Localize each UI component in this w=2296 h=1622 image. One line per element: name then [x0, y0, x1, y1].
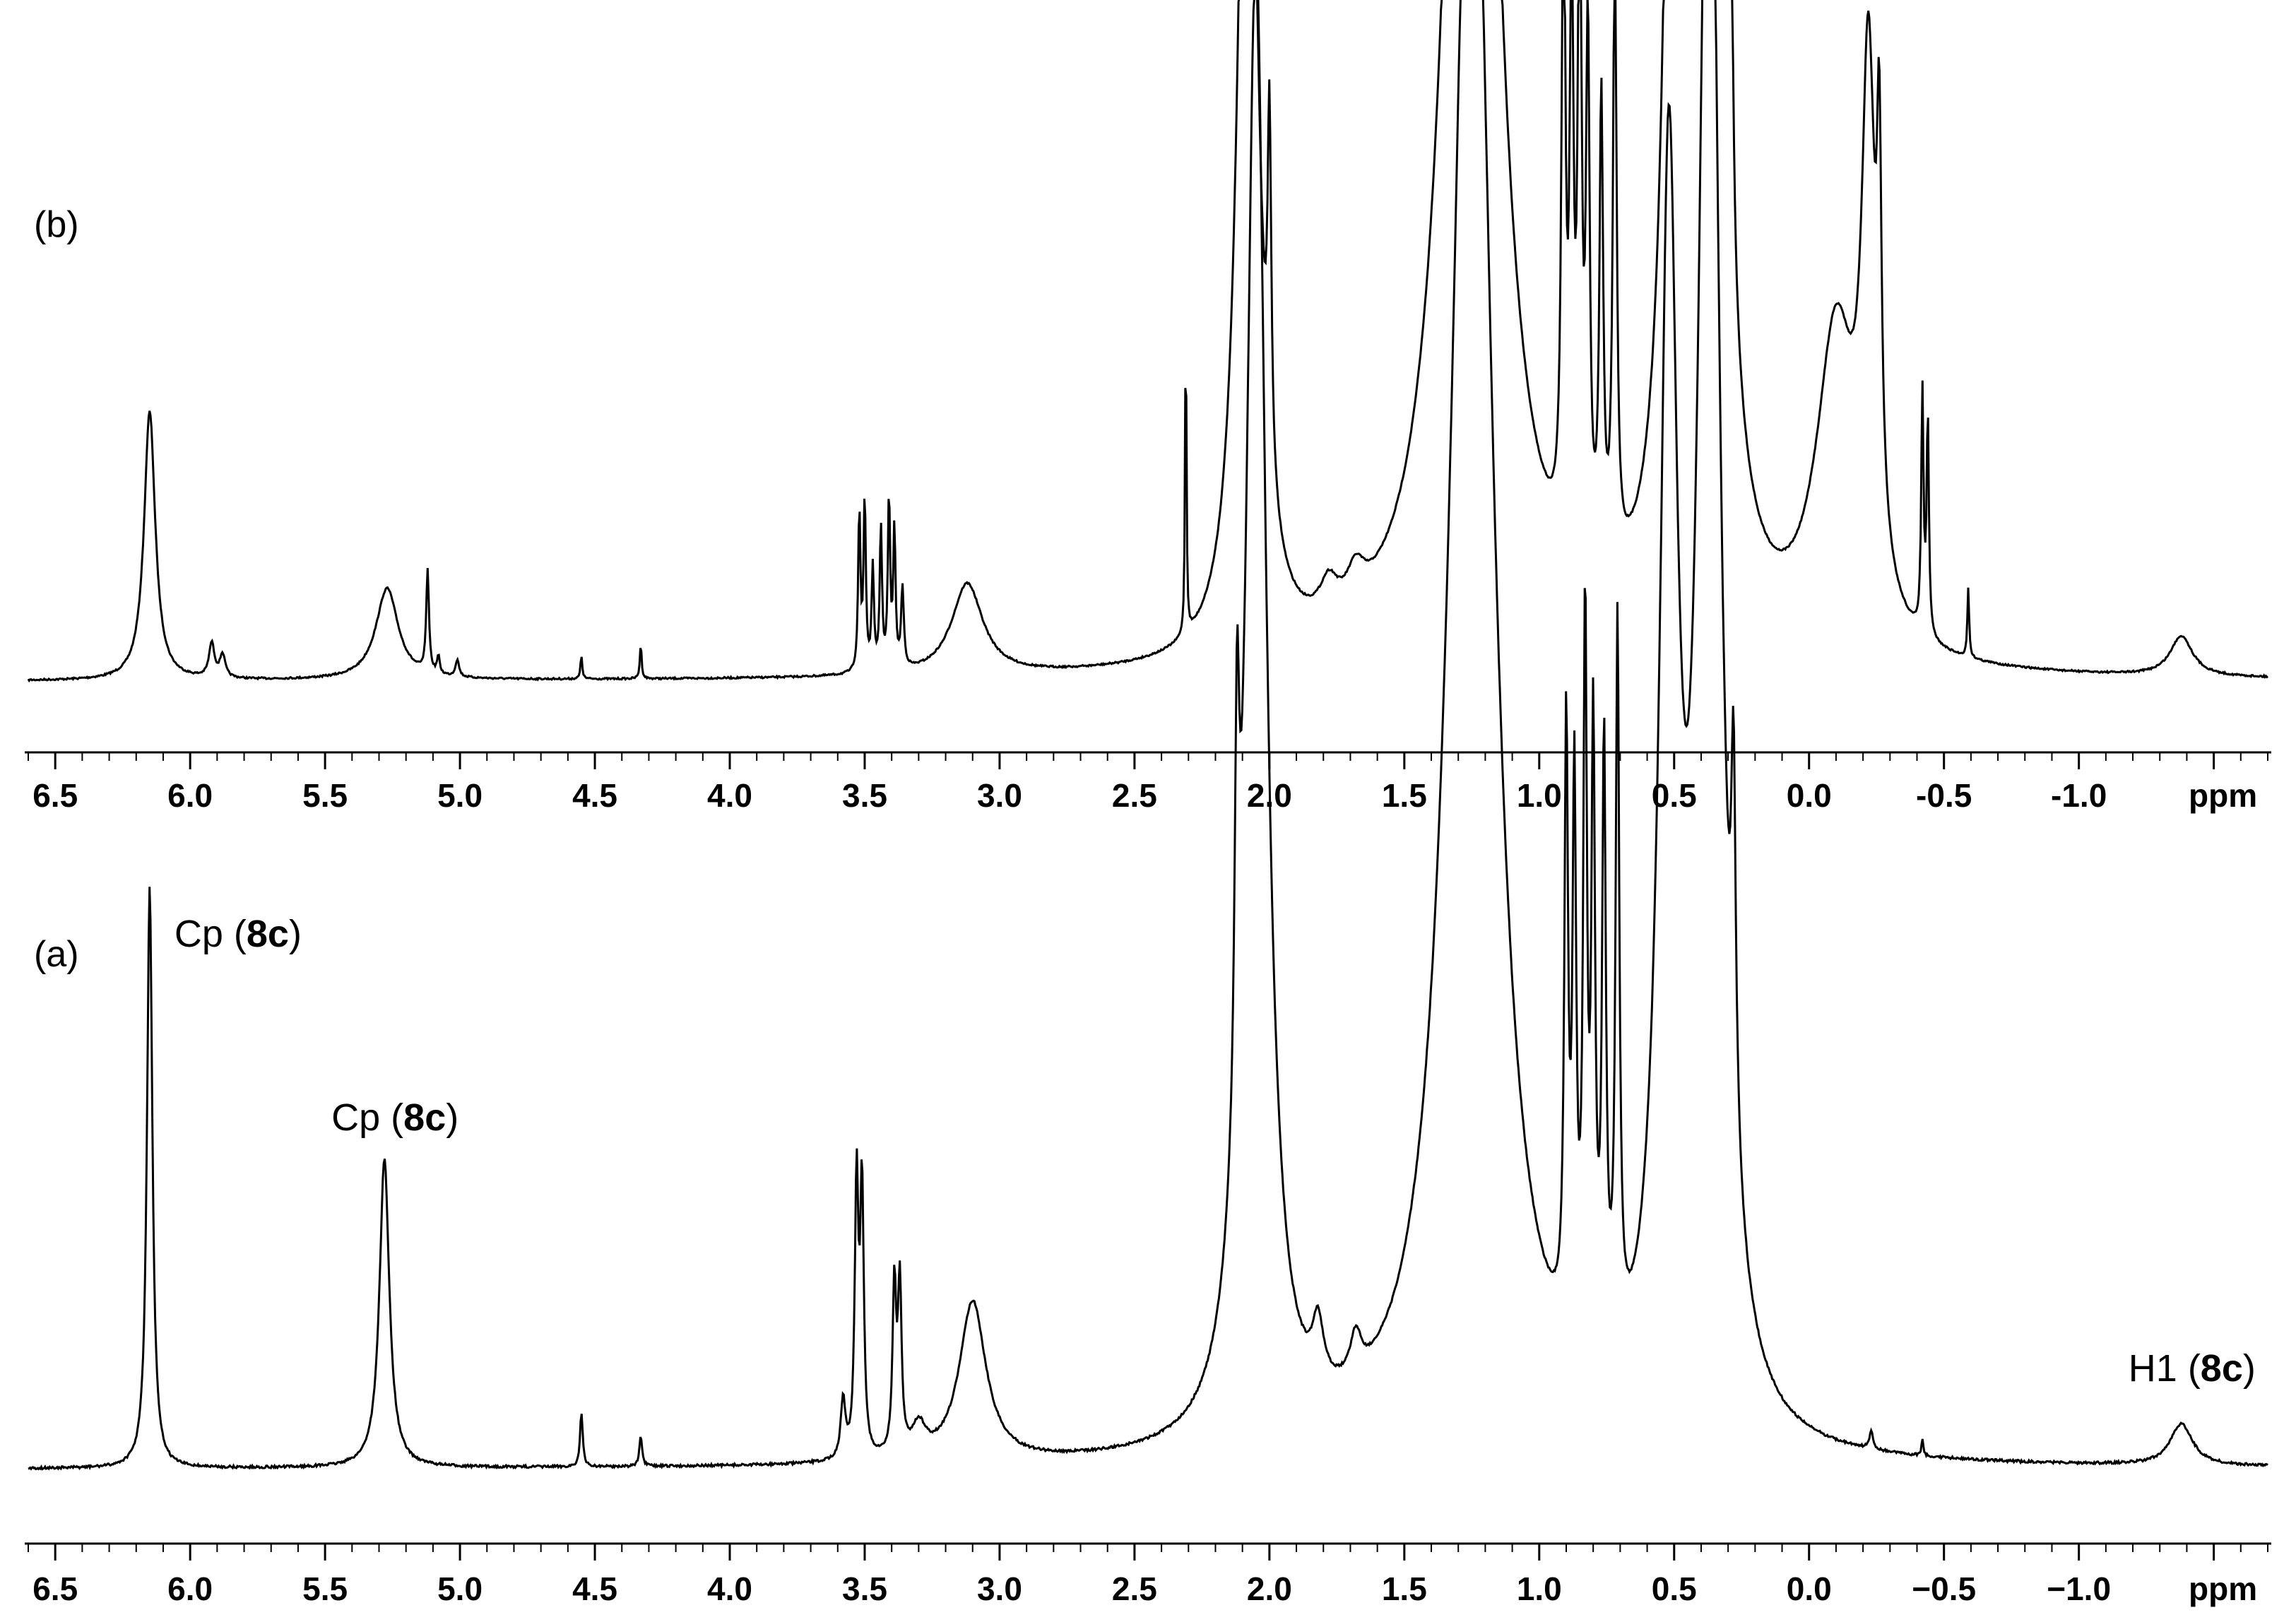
peak-annotation: Cp (8c): [331, 1096, 458, 1139]
x-tick-label: 1.5: [1382, 777, 1427, 814]
x-tick-label: −0.5: [1912, 1570, 1976, 1607]
x-tick-label: 1.0: [1517, 1570, 1562, 1607]
x-tick-label: 0.0: [1787, 777, 1832, 814]
peak-annotation: H1 (8c): [2129, 1347, 2256, 1390]
x-tick-label: 3.0: [977, 1570, 1022, 1607]
x-tick-label: 2.5: [1112, 777, 1157, 814]
x-tick-label: 0.5: [1652, 777, 1697, 814]
x-axis-unit-b: ppm: [2189, 777, 2257, 814]
x-tick-label: 5.5: [302, 777, 348, 814]
x-tick-label: 3.5: [842, 1570, 887, 1607]
x-tick-label: 2.5: [1112, 1570, 1157, 1607]
peak-annotation: Cp (8c): [174, 913, 302, 955]
x-axis-unit-a: ppm: [2189, 1570, 2257, 1607]
x-tick-label: 5.0: [437, 1570, 483, 1607]
x-tick-label: 0.0: [1787, 1570, 1832, 1607]
x-tick-label: 1.0: [1517, 777, 1562, 814]
x-tick-label: 6.0: [167, 777, 213, 814]
x-tick-label: 4.0: [707, 777, 752, 814]
panel-b-label: (b): [34, 204, 79, 245]
x-tick-label: −1.0: [2047, 1570, 2111, 1607]
x-tick-label: 1.5: [1382, 1570, 1427, 1607]
panel-a-label: (a): [34, 934, 79, 975]
peak-annotations-a: Cp (8c) Cp (8c) H1 (8c): [174, 913, 2256, 1390]
x-tick-label: -1.0: [2051, 777, 2107, 814]
spectrum-b-trace: [27, 0, 2268, 683]
x-tick-label: 5.0: [437, 777, 483, 814]
x-tick-label: -0.5: [1916, 777, 1972, 814]
x-tick-label: 6.5: [32, 1570, 78, 1607]
spectrum-a-trace: [28, 0, 2268, 1471]
x-tick-label: 6.0: [167, 1570, 213, 1607]
x-tick-label: 3.5: [842, 777, 887, 814]
panel-b: (b) 6.5 6.0 5.5 5.0 4.5 4.0 3.5 3.0 2.5 2.0 1.5 1.0…: [25, 0, 2271, 814]
panel-a: (a) Cp (8c) Cp (8c) H1 (8c) 6.5 6.0 5.5 5.0 4.…: [25, 0, 2271, 1607]
x-tick-label: 6.5: [32, 777, 78, 814]
x-tick-label: 4.5: [572, 777, 617, 814]
x-tick-label: 4.0: [707, 1570, 752, 1607]
x-tick-label: 5.5: [302, 1570, 348, 1607]
x-tick-label: 2.0: [1247, 1570, 1292, 1607]
x-axis-a: 6.5 6.0 5.5 5.0 4.5 4.0 3.5 3.0 2.5 2.0 1.5 1.0 0.5 0…: [25, 1542, 2271, 1607]
x-axis-b: 6.5 6.0 5.5 5.0 4.5 4.0 3.5 3.0 2.5 2.0 1.5 1.0 0.5 0…: [25, 751, 2271, 814]
x-tick-label: 4.5: [572, 1570, 617, 1607]
x-tick-label: 3.0: [977, 777, 1022, 814]
x-tick-label: 0.5: [1652, 1570, 1697, 1607]
